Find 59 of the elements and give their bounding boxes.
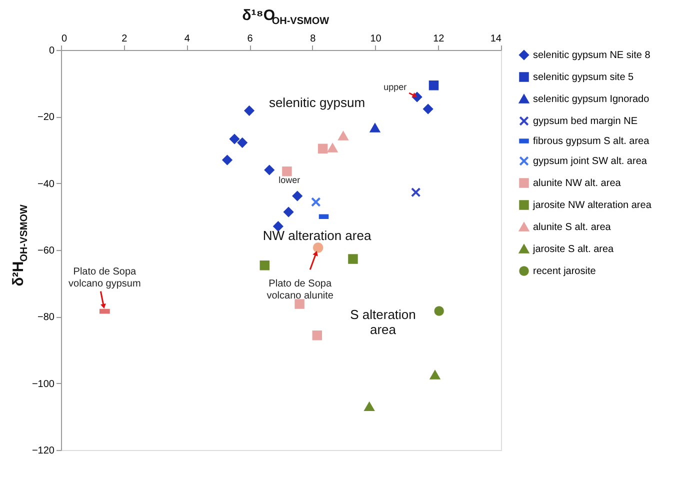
point [244, 106, 254, 116]
annotation: lower [278, 175, 300, 185]
point [434, 306, 444, 316]
annotation: Plato de Sopa volcano alunite [266, 278, 334, 302]
y-tick-label: −20 [38, 112, 55, 124]
legend-label: gypsum bed margin NE [533, 116, 638, 127]
x-tick-label: 14 [490, 34, 502, 44]
legend-label: selenitic gypsum Ignorado [533, 94, 650, 105]
legend-label: fibrous gypsum S alt. area [533, 136, 650, 147]
point [294, 299, 304, 309]
x-tick-label: 2 [122, 34, 128, 44]
point [423, 104, 433, 114]
legend-label: selenitic gypsum NE site 8 [533, 50, 651, 61]
point [237, 138, 248, 148]
x-tick-label: 6 [247, 34, 254, 44]
point [230, 134, 240, 144]
point [364, 402, 374, 412]
x-tick-label: 0 [62, 34, 68, 44]
point [328, 144, 338, 152]
point [273, 221, 284, 232]
point [260, 260, 270, 270]
y-tick-label: −100 [32, 378, 55, 390]
y-tick-label: 0 [48, 46, 55, 56]
annotation: selenitic gypsum [268, 95, 366, 110]
legend-label: selenitic gypsum site 5 [533, 72, 634, 83]
point [318, 144, 328, 154]
legend-label: alunite NW alt. area [533, 178, 622, 189]
y-tick-label: −40 [38, 178, 55, 190]
x-tick-label: 10 [370, 34, 382, 44]
legend-label: jarosite NW alteration area [532, 200, 652, 211]
annotation: Plato de Sopa volcano gypsum [68, 266, 141, 290]
x-tick-label: 8 [310, 34, 316, 44]
y-tick-label: −60 [38, 246, 55, 256]
annotation: NW alteration area [262, 228, 372, 243]
x-tick-label: 4 [184, 34, 190, 44]
legend-label: alunite S alt. area [533, 222, 612, 233]
legend-label: jarosite S alt. area [532, 244, 614, 255]
point [312, 330, 322, 340]
point [370, 124, 380, 132]
point [348, 254, 358, 264]
point [282, 166, 292, 176]
point [338, 132, 348, 140]
y-tick-label: −120 [32, 446, 55, 456]
point [284, 207, 294, 217]
point [222, 155, 232, 165]
point [430, 370, 440, 380]
point [312, 242, 324, 253]
x-tick-label: 12 [433, 34, 445, 44]
point [292, 191, 302, 201]
point [428, 80, 439, 90]
point [410, 187, 421, 198]
legend-label: gypsum joint SW alt. area [533, 156, 648, 167]
legend-label: recent jarosite [533, 266, 596, 277]
annotation: S alteration area [350, 307, 416, 337]
annotation: upper [384, 82, 407, 92]
y-tick-label: −80 [38, 312, 55, 324]
point [264, 165, 274, 175]
point [311, 197, 321, 207]
y-axis-title: δ²HOH-VSMOW [10, 204, 30, 286]
